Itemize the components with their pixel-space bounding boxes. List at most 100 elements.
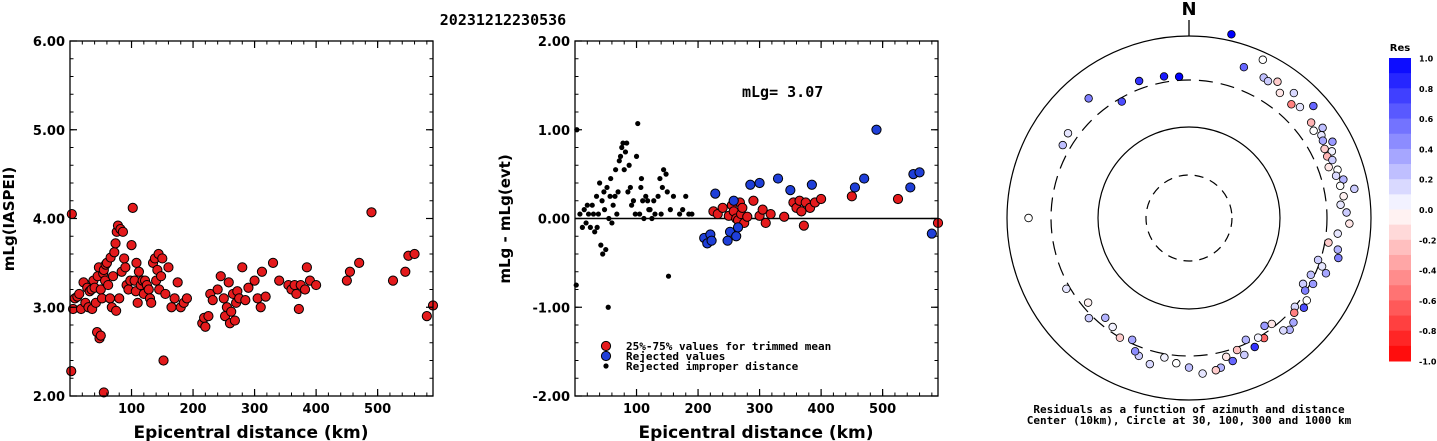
station-magnitude-point [181,293,192,304]
residual-x-tick-label: 200 [684,402,711,417]
improper-distance-point [620,140,626,146]
azimuth-residual-panel: N Residuals as a function of azimuth and… [1006,0,1372,427]
improper-distance-point [630,198,637,204]
station-residual-marker [1306,270,1316,280]
station-magnitude-point [293,303,304,315]
improper-distance-point [624,140,630,146]
colorbar-block [1389,73,1411,89]
rejected-point [732,222,744,233]
residual-panel: 100 200 300 400 500 -2.00 -1.00 0.00 1.00 2.00 Ep… [496,35,944,441]
station-magnitude-point [66,366,77,377]
residual-y-tick-label: 1.00 [538,124,570,139]
station-magnitude-point [160,288,171,300]
residual-points [573,120,944,310]
station-magnitude-point [387,275,399,286]
station-residual-marker [1159,72,1169,81]
station-magnitude-point [256,266,268,277]
colorbar-blocks [1389,58,1411,362]
station-residual-marker [1333,245,1343,254]
improper-distance-point [610,202,616,208]
station-residual-marker [1145,359,1155,369]
trimmed-mean-point [798,220,809,231]
station-residual-marker [1084,94,1093,103]
station-residual-marker [1130,347,1140,356]
improper-distance-point [625,189,631,195]
station-residual-marker [1289,318,1298,327]
magnitude-panel: 100 200 300 400 500 2.00 3.00 4.00 5.00 6.00 Epic… [0,35,439,441]
magnitude-y-tick-label: 2.00 [33,390,65,405]
station-residual-marker [1250,342,1259,352]
station-magnitude-point [344,266,356,277]
rejected-point [785,185,796,196]
trimmed-mean-point [816,193,827,205]
improper-distance-point [584,202,590,208]
improper-distance-point [579,224,585,230]
colorbar-block [1389,315,1411,332]
legend-label-improper-distance: Rejected improper distance [626,360,799,373]
improper-distance-point [619,144,625,151]
station-residual-marker [1198,369,1207,378]
station-magnitude-point [299,284,311,295]
station-residual-marker [1336,181,1345,191]
residual-y-tick-label: -1.00 [533,301,570,316]
station-residual-marker [1232,345,1242,355]
magnitude-x-tick-label: 400 [303,402,330,417]
station-residual-marker [1127,335,1137,345]
trimmed-mean-point [779,211,790,222]
station-magnitude-point [74,288,85,300]
station-residual-marker [1172,359,1181,368]
station-residual-marker [1117,97,1126,106]
station-residual-marker [1299,303,1309,312]
station-magnitude-point [311,279,322,291]
station-residual-marker [1317,262,1327,271]
station-magnitude-point [169,293,180,304]
caption-line-2: Center (10km), Circle at 30, 100, 300 an… [1027,414,1352,427]
magnitude-points [66,202,439,398]
legend-marker-rejected [600,350,612,362]
station-residual-marker [1058,140,1067,150]
improper-distance-point [663,171,669,177]
station-residual-marker [1306,118,1316,127]
station-residual-marker [1024,213,1033,223]
station-magnitude-point [107,271,119,282]
rejected-point [871,124,882,135]
trimmed-mean-point [737,202,748,213]
colorbar: Res 1.0 0.8 0.6 0.4 0.2 0.0 -0.2 -0.4 -0.6 -0.8 -1… [1389,43,1437,367]
station-magnitude-point [114,293,125,304]
station-magnitude-point [215,271,226,282]
ring-100km [1097,126,1281,310]
station-residual-marker [1309,101,1318,111]
residual-x-tick-label: 500 [869,402,896,417]
station-magnitude-point [66,208,77,220]
station-residual-marker [1328,137,1337,146]
improper-distance-point [665,273,672,279]
colorbar-tick-label: 0.8 [1419,85,1434,94]
station-residual-marker [1267,319,1276,329]
colorbar-block [1389,254,1411,271]
rejected-point [722,235,733,246]
magnitude-x-tick-label: 100 [118,402,145,417]
station-residual-marker [1350,184,1359,194]
station-residual-marker [1331,171,1341,181]
colorbar-tick-label: -0.6 [1419,297,1437,306]
station-magnitude-point [229,315,240,326]
improper-distance-point [647,207,653,213]
improper-distance-point [587,224,593,230]
station-magnitude-point [146,297,157,308]
improper-distance-point [640,198,646,204]
figure-title: 20231212230536 [440,11,566,29]
improper-distance-point [599,198,605,204]
station-magnitude-point [131,257,142,268]
magnitude-x-axis-label: Epicentral distance (km) [134,423,369,441]
station-residual-marker [1263,76,1273,86]
magnitude-y-axis-label: mLg(IASPEI) [0,167,18,271]
improper-distance-point [598,242,604,248]
trimmed-mean-point [748,195,759,206]
improper-distance-point [595,211,601,217]
improper-distance-point [655,193,661,199]
station-residual-marker [1289,88,1299,98]
rejected-point [754,177,765,189]
colorbar-tick-label: 0.0 [1419,206,1434,215]
improper-distance-point [622,149,629,155]
residual-axes: 100 200 300 400 500 -2.00 -1.00 0.00 1.00 2.00 [533,35,938,417]
